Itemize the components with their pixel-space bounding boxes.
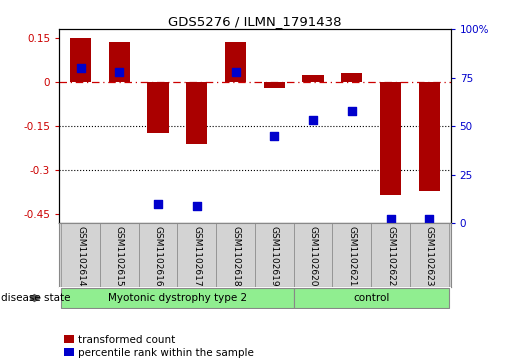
Bar bbox=[410, 223, 449, 287]
Bar bbox=[109, 42, 130, 82]
Text: control: control bbox=[353, 293, 389, 303]
Point bbox=[231, 69, 239, 75]
Text: GSM1102614: GSM1102614 bbox=[76, 226, 85, 286]
Text: GSM1102622: GSM1102622 bbox=[386, 226, 395, 286]
Text: GSM1102618: GSM1102618 bbox=[231, 226, 240, 286]
Text: Myotonic dystrophy type 2: Myotonic dystrophy type 2 bbox=[108, 293, 247, 303]
Bar bbox=[139, 223, 178, 287]
Point bbox=[425, 216, 434, 222]
Bar bbox=[332, 223, 371, 287]
Bar bbox=[225, 42, 246, 82]
Text: GSM1102623: GSM1102623 bbox=[425, 226, 434, 286]
Bar bbox=[147, 82, 169, 134]
Bar bbox=[186, 82, 208, 144]
Bar bbox=[255, 223, 294, 287]
Bar bbox=[341, 73, 363, 82]
Bar bbox=[61, 223, 100, 287]
Point bbox=[76, 65, 84, 71]
Bar bbox=[380, 82, 401, 195]
Bar bbox=[70, 38, 91, 82]
Point bbox=[348, 108, 356, 114]
Legend: transformed count, percentile rank within the sample: transformed count, percentile rank withi… bbox=[64, 335, 254, 358]
Bar bbox=[294, 223, 332, 287]
Title: GDS5276 / ILMN_1791438: GDS5276 / ILMN_1791438 bbox=[168, 15, 341, 28]
Text: GSM1102621: GSM1102621 bbox=[347, 226, 356, 286]
Text: GSM1102617: GSM1102617 bbox=[192, 226, 201, 286]
Point bbox=[270, 133, 279, 139]
Bar bbox=[264, 82, 285, 88]
Bar bbox=[216, 223, 255, 287]
Text: GSM1102615: GSM1102615 bbox=[115, 226, 124, 286]
Text: GSM1102619: GSM1102619 bbox=[270, 226, 279, 286]
Bar bbox=[371, 223, 410, 287]
Point bbox=[115, 69, 124, 75]
Text: GSM1102620: GSM1102620 bbox=[308, 226, 318, 286]
Bar bbox=[61, 288, 294, 308]
Point bbox=[193, 203, 201, 209]
Point bbox=[154, 201, 162, 207]
Bar bbox=[178, 223, 216, 287]
Text: GSM1102616: GSM1102616 bbox=[153, 226, 163, 286]
Bar bbox=[294, 288, 449, 308]
Point bbox=[309, 117, 317, 123]
Bar bbox=[419, 82, 440, 191]
Bar bbox=[100, 223, 139, 287]
Text: disease state: disease state bbox=[1, 293, 71, 303]
Bar bbox=[302, 75, 324, 82]
Point bbox=[386, 216, 394, 222]
